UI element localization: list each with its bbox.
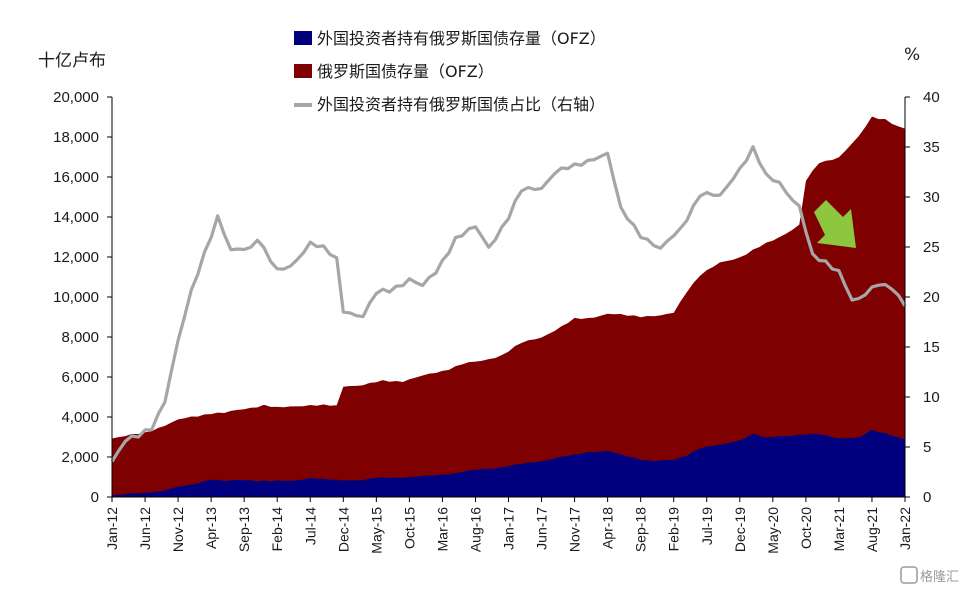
- x-tick-label: Feb-14: [269, 507, 285, 552]
- watermark: 格隆汇: [900, 566, 959, 585]
- x-tick-label: Aug-21: [864, 507, 880, 552]
- x-tick-label: Feb-19: [666, 507, 682, 552]
- left-tick-label: 6,000: [61, 369, 99, 386]
- legend-label-foreign-share: 外国投资者持有俄罗斯国债占比（右轴）: [317, 95, 605, 114]
- x-tick-label: Dec-14: [335, 507, 351, 552]
- trend-arrow-icon: [814, 200, 856, 248]
- left-tick-label: 16,000: [53, 169, 99, 186]
- x-tick-label: Mar-21: [831, 507, 847, 552]
- right-tick-label: 30: [923, 189, 940, 206]
- right-tick-label: 25: [923, 239, 940, 256]
- legend-label-foreign-holdings: 外国投资者持有俄罗斯国债存量（OFZ）: [317, 29, 606, 48]
- x-tick-label: Oct-20: [798, 507, 814, 549]
- x-tick-label: Sep-13: [236, 507, 252, 552]
- x-tick-label: Sep-18: [633, 507, 649, 552]
- x-tick-label: Nov-12: [170, 507, 186, 552]
- chart-axes: 0 2,000 4,000 6,000 8,000 10,000 12,000 14,000 1…: [53, 89, 940, 554]
- left-tick-label: 2,000: [61, 449, 99, 466]
- area-ofz-outstanding: [112, 116, 905, 497]
- left-tick-label: 12,000: [53, 249, 99, 266]
- x-tick-label: May-20: [765, 507, 781, 554]
- watermark-logo-icon: [900, 566, 918, 584]
- legend-label-ofz-outstanding: 俄罗斯国债存量（OFZ）: [317, 62, 494, 81]
- line-foreign-share: [110, 145, 907, 463]
- x-tick-label: Jul-14: [302, 507, 318, 545]
- left-tick-label: 4,000: [61, 409, 99, 426]
- legend: 外国投资者持有俄罗斯国债存量（OFZ） 俄罗斯国债存量（OFZ） 外国投资者持有…: [294, 29, 606, 114]
- left-tick-label: 8,000: [61, 329, 99, 346]
- right-tick-label: 40: [923, 89, 940, 106]
- x-tick-label: Oct-15: [401, 507, 417, 549]
- x-tick-label: Jun-17: [534, 507, 550, 550]
- x-tick-label: Aug-16: [467, 507, 483, 552]
- x-tick-label: Apr-13: [203, 507, 219, 549]
- x-tick-label: Mar-16: [434, 507, 450, 552]
- right-tick-label: 5: [923, 439, 931, 456]
- right-tick-label: 35: [923, 139, 940, 156]
- legend-swatch-ofz-outstanding: [294, 64, 312, 78]
- x-tick-label: Nov-17: [567, 507, 583, 552]
- left-tick-label: 18,000: [53, 129, 99, 146]
- x-tick-label: Jan-12: [104, 507, 120, 550]
- chart-areas: [110, 116, 907, 497]
- legend-swatch-foreign-holdings: [294, 31, 312, 45]
- right-axis-unit: %: [904, 45, 920, 65]
- x-tick-label: Jul-19: [699, 507, 715, 545]
- left-axis-unit: 十亿卢布: [38, 51, 106, 71]
- left-tick-label: 10,000: [53, 289, 99, 306]
- x-tick-label: May-15: [368, 507, 384, 554]
- left-tick-label: 14,000: [53, 209, 99, 226]
- x-tick-label: Jan-22: [897, 507, 913, 550]
- right-tick-label: 0: [923, 489, 931, 506]
- right-tick-label: 10: [923, 389, 940, 406]
- x-tick-label: Jun-12: [137, 507, 153, 550]
- x-tick-label: Jan-17: [501, 507, 517, 550]
- left-tick-label: 20,000: [53, 89, 99, 106]
- left-tick-label: 0: [91, 489, 99, 506]
- area-foreign-holdings: [112, 429, 905, 497]
- right-tick-label: 15: [923, 339, 940, 356]
- watermark-text: 格隆汇: [920, 569, 959, 585]
- x-tick-label: Dec-19: [732, 507, 748, 552]
- right-tick-label: 20: [923, 289, 940, 306]
- x-tick-label: Apr-18: [600, 507, 616, 549]
